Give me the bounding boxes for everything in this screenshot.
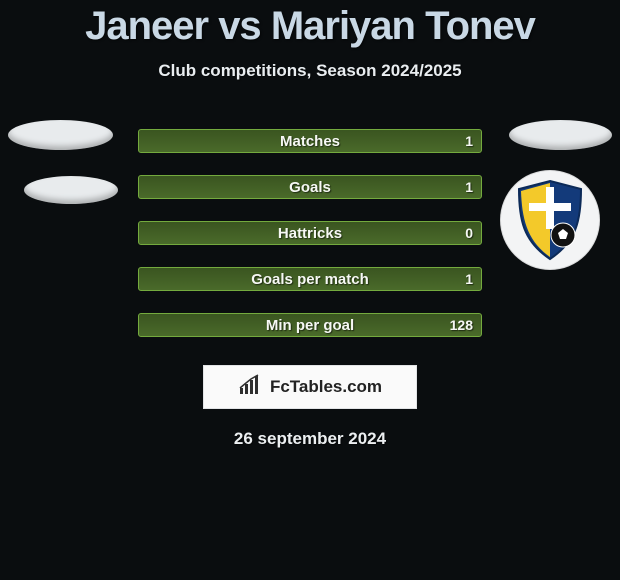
stat-value-right: 1 [465, 133, 473, 149]
right-badge-placeholder [509, 120, 612, 150]
stat-row: Goals1 [138, 175, 482, 199]
stat-value-right: 128 [450, 317, 473, 333]
chart-icon [238, 374, 264, 401]
date-text: 26 september 2024 [0, 429, 620, 449]
player2-name: Mariyan Tonev [271, 4, 535, 48]
stat-label: Min per goal [139, 317, 481, 334]
stat-value-right: 1 [465, 179, 473, 195]
stat-row: Min per goal128 [138, 313, 482, 337]
left-badge-placeholder-2 [24, 176, 118, 204]
player1-name: Janeer [85, 4, 208, 48]
left-badge-placeholder-1 [8, 120, 113, 150]
stat-value-right: 1 [465, 271, 473, 287]
club-crest-icon [515, 179, 585, 261]
brand-text: FcTables.com [270, 377, 382, 397]
stat-row: Hattricks0 [138, 221, 482, 245]
comparison-title: Janeer vs Mariyan Tonev [0, 0, 620, 49]
stat-row: Matches1 [138, 129, 482, 153]
player2-club-badge [500, 170, 600, 270]
stats-list: Matches1Goals1Hattricks0Goals per match1… [138, 129, 482, 337]
stat-label: Hattricks [139, 225, 481, 242]
subtitle: Club competitions, Season 2024/2025 [0, 61, 620, 81]
vs-text: vs [218, 4, 261, 48]
stat-label: Goals per match [139, 271, 481, 288]
stat-label: Goals [139, 179, 481, 196]
stat-value-right: 0 [465, 225, 473, 241]
stat-label: Matches [139, 133, 481, 150]
brand-box: FcTables.com [203, 365, 417, 409]
stat-row: Goals per match1 [138, 267, 482, 291]
